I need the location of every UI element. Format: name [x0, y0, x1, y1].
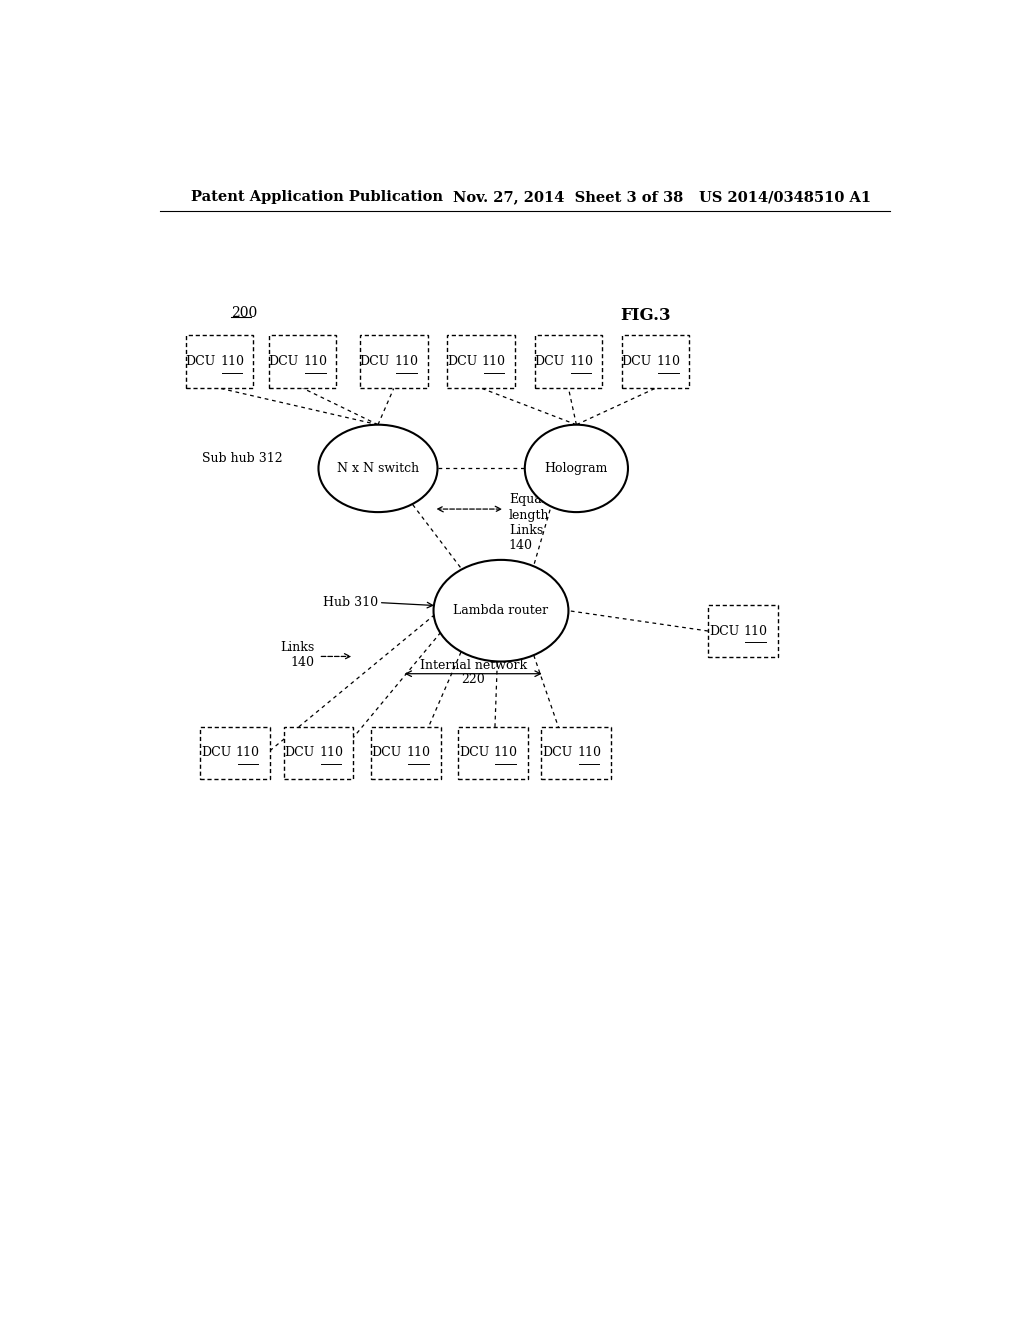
- FancyBboxPatch shape: [535, 335, 602, 388]
- Text: N x N switch: N x N switch: [337, 462, 419, 475]
- FancyBboxPatch shape: [458, 726, 528, 779]
- Text: 110: 110: [578, 747, 601, 759]
- Text: 110: 110: [494, 747, 518, 759]
- Text: 110: 110: [743, 624, 768, 638]
- Text: Hub 310: Hub 310: [323, 597, 378, 609]
- Text: Equal: Equal: [509, 494, 546, 507]
- Text: DCU: DCU: [268, 355, 299, 368]
- Ellipse shape: [318, 425, 437, 512]
- FancyBboxPatch shape: [185, 335, 253, 388]
- Text: DCU: DCU: [459, 747, 489, 759]
- Text: 110: 110: [482, 355, 506, 368]
- FancyBboxPatch shape: [542, 726, 611, 779]
- Text: 110: 110: [407, 747, 430, 759]
- Text: DCU: DCU: [446, 355, 477, 368]
- Text: DCU: DCU: [709, 624, 739, 638]
- Text: Links: Links: [509, 524, 543, 537]
- Text: 110: 110: [236, 747, 260, 759]
- Text: length: length: [509, 508, 550, 521]
- Text: DCU: DCU: [285, 747, 314, 759]
- FancyBboxPatch shape: [371, 726, 440, 779]
- Text: FIG.3: FIG.3: [620, 308, 671, 325]
- Text: 110: 110: [394, 355, 419, 368]
- FancyBboxPatch shape: [201, 726, 270, 779]
- Text: US 2014/0348510 A1: US 2014/0348510 A1: [699, 190, 871, 205]
- Text: 140: 140: [291, 656, 314, 669]
- Text: DCU: DCU: [185, 355, 215, 368]
- Text: 200: 200: [231, 306, 257, 319]
- Text: Hologram: Hologram: [545, 462, 608, 475]
- Text: Links: Links: [281, 640, 314, 653]
- Text: Lambda router: Lambda router: [454, 605, 549, 618]
- FancyBboxPatch shape: [709, 605, 778, 657]
- Text: 110: 110: [656, 355, 680, 368]
- Text: Nov. 27, 2014  Sheet 3 of 38: Nov. 27, 2014 Sheet 3 of 38: [454, 190, 684, 205]
- Text: DCU: DCU: [542, 747, 572, 759]
- Text: DCU: DCU: [622, 355, 652, 368]
- Text: 110: 110: [569, 355, 593, 368]
- FancyBboxPatch shape: [622, 335, 689, 388]
- Text: 220: 220: [462, 673, 485, 686]
- Text: DCU: DCU: [359, 355, 390, 368]
- Text: DCU: DCU: [535, 355, 564, 368]
- FancyBboxPatch shape: [269, 335, 336, 388]
- Ellipse shape: [433, 560, 568, 661]
- Text: DCU: DCU: [201, 747, 231, 759]
- FancyBboxPatch shape: [447, 335, 515, 388]
- Text: Patent Application Publication: Patent Application Publication: [191, 190, 443, 205]
- Text: Internal network: Internal network: [420, 659, 526, 672]
- Text: DCU: DCU: [372, 747, 401, 759]
- FancyBboxPatch shape: [284, 726, 353, 779]
- Text: 110: 110: [319, 747, 343, 759]
- Text: 110: 110: [303, 355, 328, 368]
- Text: 110: 110: [220, 355, 244, 368]
- FancyBboxPatch shape: [360, 335, 428, 388]
- Text: Sub hub 312: Sub hub 312: [202, 451, 283, 465]
- Text: 140: 140: [509, 539, 532, 552]
- Ellipse shape: [524, 425, 628, 512]
